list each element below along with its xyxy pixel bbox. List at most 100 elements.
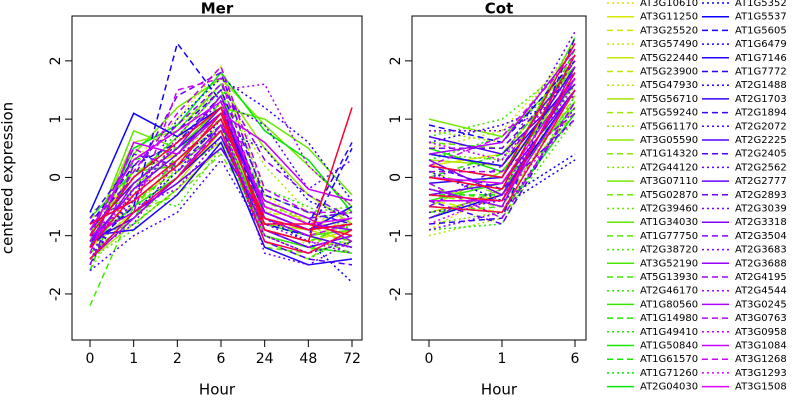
series-line [89, 135, 353, 260]
legend-label: AT2G2072 [735, 121, 787, 132]
series-line [428, 95, 576, 144]
y-tick-label: 2 [388, 56, 404, 65]
legend-label: AT5G23900 [640, 67, 698, 78]
series-line [89, 106, 353, 243]
plot-frame [71, 15, 363, 341]
legend-label: AT1G77750 [640, 231, 698, 242]
legend-label: AT5G47930 [640, 80, 698, 91]
y-tick-label: 0 [388, 173, 404, 182]
series-line [89, 117, 353, 266]
legend-label: AT3G0245 [735, 299, 787, 310]
legend-label: AT1G6479 [735, 39, 787, 50]
y-axis-label: centered expression [0, 102, 17, 254]
legend-label: AT1G61570 [640, 354, 698, 365]
x-tick-label: 1 [129, 351, 138, 367]
series-line [89, 82, 353, 231]
series-line [89, 82, 353, 266]
series-line [89, 65, 352, 242]
legend-label: AT2G2225 [735, 135, 787, 146]
legend-label: AT1G5352 [735, 0, 787, 9]
legend-label: AT1G71260 [640, 368, 698, 379]
series-line [89, 117, 353, 254]
series-line [89, 117, 353, 248]
legend-label: AT5G59240 [640, 108, 698, 119]
legend-label: AT2G2893 [735, 190, 787, 201]
legend-label: AT5G56710 [640, 94, 698, 105]
series-line [428, 54, 576, 167]
legend-label: AT1G50840 [640, 341, 698, 352]
series-line [428, 43, 576, 179]
plot-frame [411, 15, 587, 341]
x-tick-label: 2 [173, 351, 182, 367]
legend-label: AT2G39460 [640, 204, 698, 215]
series-line [428, 60, 576, 208]
series-line [89, 123, 353, 260]
series-line [428, 95, 576, 231]
series-line [428, 101, 576, 220]
series-line [89, 111, 353, 237]
legend-label: AT5G13930 [640, 272, 698, 283]
series-line [89, 77, 353, 237]
legend-label: AT2G1703 [735, 94, 787, 105]
series-line [428, 118, 576, 225]
legend-label: AT2G38720 [640, 245, 698, 256]
series-line [428, 72, 576, 202]
y-tick-label: 1 [388, 115, 404, 124]
y-tick-label: -2 [388, 287, 404, 301]
legend-label: AT2G44120 [640, 162, 698, 173]
series-line [429, 112, 576, 173]
series-line [89, 83, 353, 219]
legend-label: AT1G5605 [735, 25, 787, 36]
legend-label: AT2G2562 [735, 162, 787, 173]
series-line [428, 42, 576, 144]
legend-label: AT3G10610 [640, 0, 698, 9]
series-line [428, 72, 576, 161]
legend-label: AT2G2405 [735, 149, 787, 160]
legend-label: AT3G1268 [735, 354, 787, 365]
plot-area [428, 31, 576, 237]
legend-label: AT3G52190 [640, 258, 698, 269]
y-tick-label: 0 [48, 173, 64, 182]
legend-label: AT2G3683 [735, 245, 787, 256]
plot-area [89, 41, 353, 306]
legend-label: AT2G3039 [735, 204, 787, 215]
legend-label: AT3G05590 [640, 135, 698, 146]
x-axis-label: Hour [199, 381, 236, 399]
legend-label: AT3G25520 [640, 25, 698, 36]
y-tick-label: 2 [48, 56, 64, 65]
panel-title: Mer [201, 0, 234, 18]
legend-label: AT1G49410 [640, 327, 698, 338]
series-line [89, 123, 353, 266]
legend-label: AT1G5537 [735, 12, 787, 23]
legend-label: AT1G34030 [640, 217, 698, 228]
legend-label: AT2G1894 [735, 108, 787, 119]
legend-label: AT1G7146 [735, 53, 787, 64]
x-axis-label: Hour [481, 381, 518, 399]
legend-label: AT1G14320 [640, 149, 698, 160]
y-tick-label: 1 [48, 115, 64, 124]
series-line [89, 129, 353, 249]
series-line [428, 71, 576, 161]
x-tick-label: 0 [425, 351, 434, 367]
legend-label: AT2G3504 [735, 231, 787, 242]
series-line [89, 158, 353, 272]
legend-label: AT2G4195 [735, 272, 787, 283]
series-line [428, 89, 576, 214]
x-tick-label: 24 [256, 351, 274, 367]
legend-label: AT3G1508 [735, 382, 787, 393]
series-line [89, 129, 353, 260]
series-line [429, 95, 576, 132]
legend-label: AT2G3318 [735, 217, 787, 228]
legend-label: AT2G04030 [640, 382, 698, 393]
legend-label: AT1G80560 [640, 299, 698, 310]
legend-label: AT5G61170 [640, 121, 698, 132]
panel-title: Cot [485, 0, 513, 18]
x-tick-label: 48 [299, 351, 317, 367]
x-tick-label: 0 [86, 351, 95, 367]
legend-label: AT3G1084 [735, 341, 787, 352]
legend-label: AT3G11250 [640, 12, 698, 23]
legend-label: AT1G14980 [640, 313, 698, 324]
legend-label: AT2G1488 [735, 80, 787, 91]
x-tick-label: 1 [498, 351, 507, 367]
